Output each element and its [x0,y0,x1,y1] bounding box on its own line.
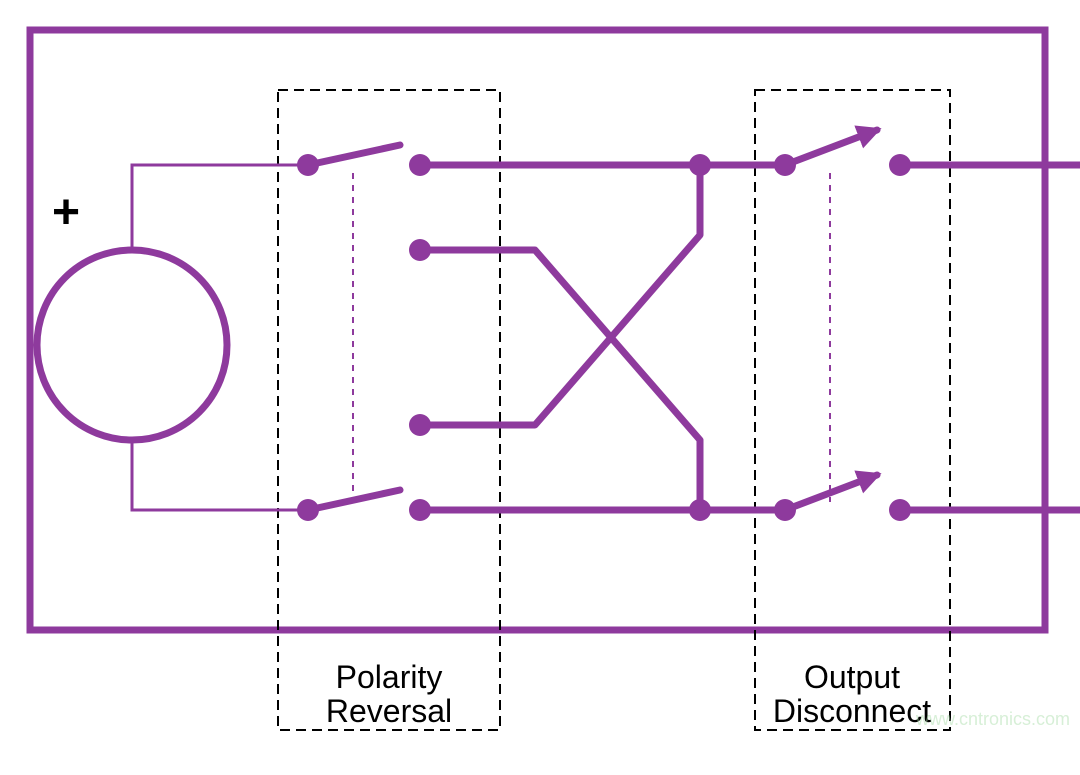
node-pol-bot-pivot [297,499,319,521]
node-out-top-close [889,154,911,176]
circuit-diagram: + PolarityReversal OutputDisconnect [0,0,1080,775]
polarity-label: Polarity [336,659,443,695]
polarity-label-2: Reversal [326,693,452,729]
node-pol-top-close [409,154,431,176]
switch-polarity-top [308,145,400,165]
source-symbol [37,250,227,440]
node-inner-bot [409,414,431,436]
output-label: Output [804,659,900,695]
node-out-bot-pivot [774,499,796,521]
node-junction-bot [689,499,711,521]
node-inner-top [409,239,431,261]
polarity-reversal-box [278,90,500,730]
output-label-2: Disconnect [773,693,931,729]
wire-cross-b [420,165,700,425]
wire-source-bot [132,440,308,510]
node-pol-bot-close [409,499,431,521]
wire-source-top [132,165,308,250]
plus-label: + [52,186,80,239]
node-pol-top-pivot [297,154,319,176]
node-out-top-pivot [774,154,796,176]
node-out-bot-close [889,499,911,521]
wire-cross-a [420,250,700,510]
watermark: www.cntronics.com [916,709,1070,730]
outer-enclosure [30,30,1045,630]
output-disconnect-box [755,90,950,730]
node-junction-top [689,154,711,176]
switch-output-bot [785,475,877,510]
switch-output-top [785,130,877,165]
